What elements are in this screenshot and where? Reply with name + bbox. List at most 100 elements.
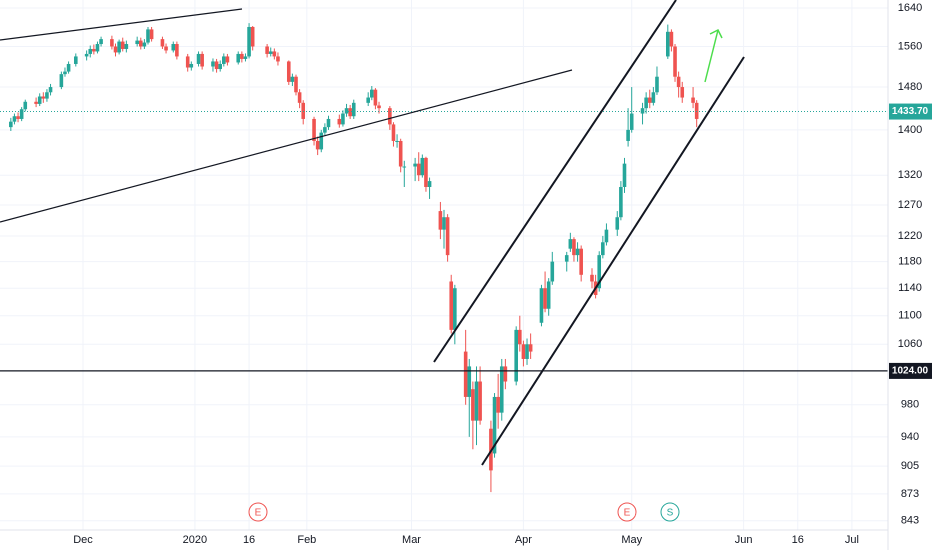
candle-body xyxy=(41,96,46,99)
candle-body xyxy=(326,118,331,128)
candle-body xyxy=(286,61,291,82)
candle-body xyxy=(438,211,443,230)
candle-body xyxy=(268,51,273,54)
candle-body xyxy=(341,113,345,125)
candle-body xyxy=(74,56,78,64)
candle-body xyxy=(676,76,681,88)
y-tick-label: 1060 xyxy=(898,338,922,350)
x-tick-label: 16 xyxy=(792,534,804,546)
candle-body xyxy=(63,71,67,75)
candle-body xyxy=(218,63,222,70)
candle-body xyxy=(315,140,320,150)
candle-body xyxy=(146,29,150,43)
candle-body xyxy=(669,31,674,47)
candle-body xyxy=(142,42,147,47)
event-label: E xyxy=(624,508,631,519)
candle-body xyxy=(160,39,165,47)
candle-body xyxy=(395,140,399,142)
event-marker[interactable] xyxy=(660,502,680,522)
candle-body xyxy=(185,56,190,68)
event-marker[interactable] xyxy=(617,502,637,522)
price-tag-label: 1024.00 xyxy=(892,366,929,377)
candle-body xyxy=(265,46,269,54)
channel-lower xyxy=(481,56,745,466)
candle-body xyxy=(117,41,121,53)
candle-body xyxy=(550,261,555,282)
candle-body xyxy=(424,157,428,187)
candle-body xyxy=(503,366,508,382)
candle-body xyxy=(640,108,645,114)
candle-body xyxy=(521,344,526,359)
candle-body xyxy=(240,53,244,59)
candle-body xyxy=(19,109,24,119)
candle-body xyxy=(525,344,529,359)
candle-body xyxy=(467,366,472,397)
candle-body xyxy=(88,48,93,54)
candle-body xyxy=(579,248,583,275)
price-tag-label: 1433.70 xyxy=(892,106,929,117)
event-marker[interactable] xyxy=(248,502,268,522)
candle-body xyxy=(496,396,500,413)
y-tick-label: 873 xyxy=(901,488,919,500)
candle-body xyxy=(348,108,352,117)
candle-body xyxy=(666,31,670,57)
candle-body xyxy=(391,124,396,141)
grid xyxy=(0,0,888,530)
candle-body xyxy=(619,186,623,218)
candle-body xyxy=(420,157,425,176)
candle-body xyxy=(471,389,475,421)
candle-body xyxy=(23,101,28,110)
candle-body xyxy=(164,46,168,51)
trend-line xyxy=(0,69,573,223)
candle-body xyxy=(373,89,378,106)
candle-body xyxy=(196,53,201,64)
candle-body xyxy=(45,92,49,99)
candle-body xyxy=(528,344,533,352)
candle-body xyxy=(413,163,417,167)
y-tick-label: 1400 xyxy=(898,124,922,136)
candle-body xyxy=(301,102,306,119)
candle-body xyxy=(34,101,38,104)
x-tick-label: 2020 xyxy=(183,534,207,546)
candle-body xyxy=(272,51,277,57)
price-tag xyxy=(889,103,932,120)
x-tick-label: Mar xyxy=(402,534,421,546)
candle-body xyxy=(651,92,656,103)
candle-body xyxy=(236,53,241,63)
candle-body xyxy=(59,74,64,88)
candle-body xyxy=(99,39,103,45)
y-tick-label: 940 xyxy=(901,431,919,443)
y-tick-label: 1180 xyxy=(898,256,922,268)
candle-body xyxy=(463,351,468,397)
candle-body xyxy=(16,116,20,119)
candle-body xyxy=(427,181,432,187)
candle-body xyxy=(294,76,298,93)
candle-body xyxy=(9,121,13,128)
candle-body xyxy=(113,46,118,53)
channel-upper xyxy=(433,0,677,363)
candle-body xyxy=(673,46,677,77)
candle-body xyxy=(110,39,114,47)
candle-body xyxy=(416,163,421,176)
candle-body xyxy=(398,140,403,167)
candle-body xyxy=(189,63,194,68)
candle-body xyxy=(601,242,605,256)
candle-body xyxy=(572,239,576,256)
y-tick-label: 1100 xyxy=(898,310,922,322)
y-tick-label: 1140 xyxy=(898,282,922,294)
candle-body xyxy=(135,40,139,45)
candle-body xyxy=(514,329,518,382)
candle-body xyxy=(48,87,53,93)
trend-line xyxy=(0,8,243,41)
candle-body xyxy=(568,239,573,249)
x-tick-label: Feb xyxy=(297,534,316,546)
candle-body xyxy=(575,248,580,256)
candle-body xyxy=(691,97,695,103)
candle-body xyxy=(92,48,96,52)
drawings xyxy=(0,0,745,466)
arrow xyxy=(704,28,723,83)
y-tick-label: 1220 xyxy=(898,230,922,242)
candle-body xyxy=(297,92,302,103)
candle-body xyxy=(149,29,154,40)
candle-body xyxy=(680,87,685,98)
